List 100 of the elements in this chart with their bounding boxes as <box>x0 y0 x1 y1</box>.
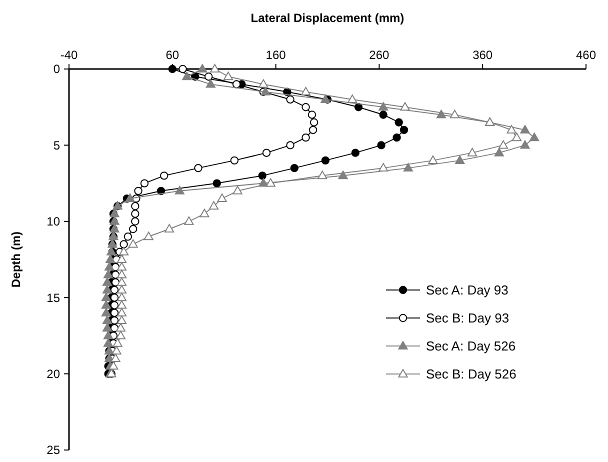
point <box>230 156 239 165</box>
point <box>102 284 112 294</box>
point <box>102 323 112 332</box>
legend-label: Sec A: Day 93 <box>426 282 508 298</box>
point <box>103 330 114 340</box>
point <box>260 86 270 96</box>
point <box>498 140 508 149</box>
point <box>116 330 126 340</box>
point <box>232 186 242 194</box>
point <box>290 164 299 172</box>
point <box>116 262 127 271</box>
point <box>512 132 522 142</box>
point <box>128 239 138 248</box>
point <box>110 301 119 310</box>
point <box>379 110 388 119</box>
point <box>112 338 122 347</box>
point <box>232 80 241 88</box>
point <box>178 64 187 74</box>
y-tick-label: 20 <box>46 367 60 381</box>
point <box>204 72 213 81</box>
x-tick-label: 460 <box>576 48 596 62</box>
point <box>450 110 460 118</box>
point <box>455 155 465 164</box>
point <box>102 277 112 286</box>
y-axis-title: Depth (m) <box>9 232 23 288</box>
point <box>392 133 401 142</box>
point <box>110 308 119 317</box>
point <box>102 315 112 324</box>
point <box>394 118 403 126</box>
point <box>116 270 127 278</box>
point <box>428 155 438 164</box>
point <box>116 323 126 332</box>
point <box>378 102 388 111</box>
point <box>120 240 128 248</box>
point <box>116 277 127 286</box>
point <box>116 284 127 294</box>
point <box>520 140 530 149</box>
point <box>131 217 140 226</box>
point <box>116 254 127 263</box>
point <box>116 315 127 324</box>
point <box>403 163 413 172</box>
point <box>116 292 127 302</box>
point <box>134 186 142 196</box>
point <box>110 316 119 325</box>
point <box>103 338 114 347</box>
point <box>286 95 294 104</box>
x-tick-label: 160 <box>266 48 286 62</box>
point <box>206 79 216 88</box>
point <box>377 141 386 150</box>
point <box>103 270 114 278</box>
point <box>101 308 112 316</box>
point <box>144 232 154 240</box>
point <box>198 64 208 72</box>
point <box>110 294 119 302</box>
point <box>129 224 138 234</box>
y-tick-label: 5 <box>53 138 60 152</box>
point <box>258 79 268 88</box>
point <box>300 86 311 96</box>
y-tick-label: 15 <box>46 290 60 305</box>
point <box>156 186 166 196</box>
point <box>110 354 120 362</box>
point <box>110 286 119 294</box>
point <box>194 164 202 172</box>
point <box>266 178 276 187</box>
x-tick-label: -40 <box>60 48 78 62</box>
legend-label: Sec B: Day 526 <box>426 366 516 382</box>
point <box>520 124 530 134</box>
point <box>378 163 388 172</box>
x-axis-title: Lateral Displacement (mm) <box>250 11 404 25</box>
point <box>318 170 328 180</box>
y-tick-label: 10 <box>46 214 60 229</box>
point <box>506 124 516 134</box>
point <box>262 148 271 157</box>
point <box>101 292 112 302</box>
x-tick-label: 260 <box>369 48 390 62</box>
point <box>160 172 168 180</box>
point <box>106 254 116 263</box>
point <box>217 194 227 202</box>
point <box>320 94 330 103</box>
point <box>400 126 408 134</box>
point <box>112 346 122 354</box>
point <box>140 179 149 188</box>
point <box>310 118 318 126</box>
point <box>208 201 219 210</box>
point <box>302 103 310 112</box>
point <box>131 210 140 218</box>
point <box>200 208 210 218</box>
point <box>108 361 118 370</box>
point <box>308 126 318 134</box>
y-tick-label: 0 <box>53 62 60 76</box>
point <box>124 232 132 241</box>
point <box>210 64 220 72</box>
point <box>354 103 363 112</box>
point <box>467 148 478 156</box>
legend-label: Sec B: Day 93 <box>426 310 510 326</box>
point <box>223 72 234 80</box>
point <box>125 194 135 202</box>
x-tick-label: 360 <box>472 48 493 62</box>
point <box>286 141 294 150</box>
point <box>258 172 266 180</box>
